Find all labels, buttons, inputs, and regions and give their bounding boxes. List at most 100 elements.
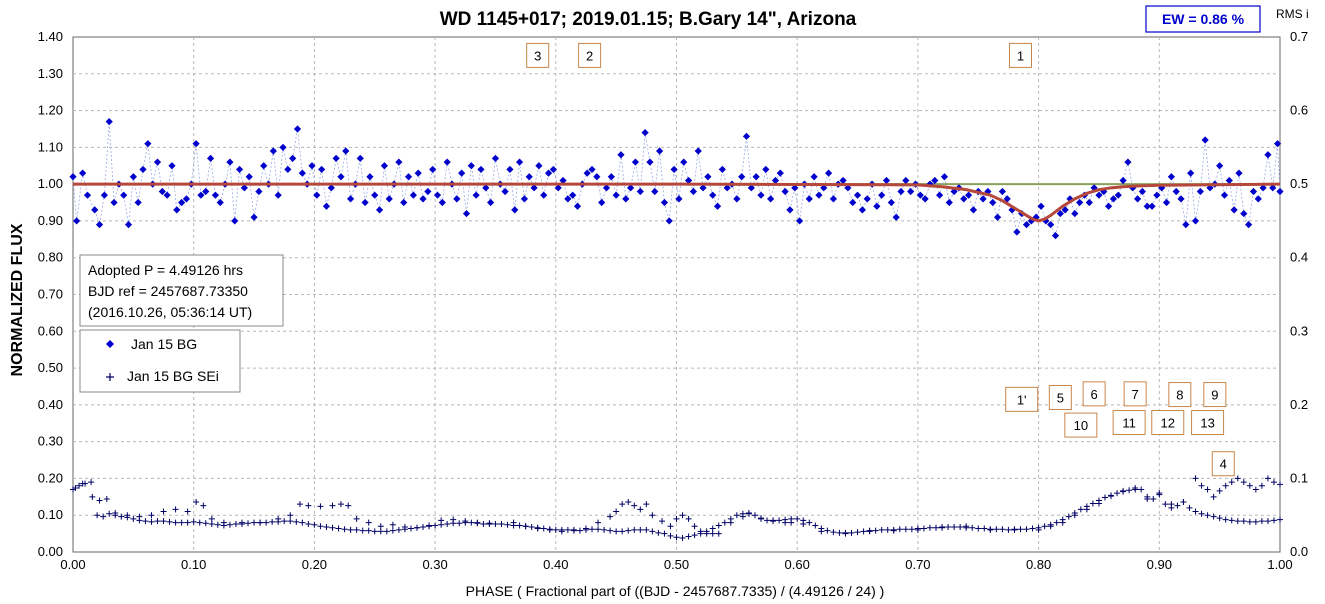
sei-point [296, 501, 303, 508]
sei-point [764, 517, 771, 524]
flux-point [322, 202, 331, 210]
flux-point [342, 147, 350, 155]
sei-point [1204, 486, 1211, 493]
flux-point [882, 176, 891, 185]
sei-point [1210, 493, 1217, 500]
sei-point [257, 519, 264, 526]
legend-plus-icon [106, 373, 114, 381]
y-tick-label: 0.20 [38, 470, 63, 485]
sei-point [1216, 515, 1223, 522]
flux-point [781, 187, 789, 196]
sei-point [1186, 504, 1193, 511]
sei-point [1035, 526, 1042, 533]
flux-point [824, 169, 833, 177]
sei-point [1029, 525, 1036, 532]
flux-point [487, 198, 495, 207]
sei-point [1258, 518, 1265, 525]
flux-point [395, 158, 403, 166]
flux-point [631, 158, 640, 166]
flux-point [1254, 195, 1262, 203]
sei-point [824, 527, 831, 534]
sei-point [576, 527, 583, 534]
flux-point [1124, 158, 1132, 166]
sei-point [679, 535, 686, 542]
flux-point [424, 187, 432, 196]
flux-point [274, 191, 282, 199]
sei-point [993, 526, 1000, 533]
flux-point [1259, 184, 1267, 192]
info-ut: (2016.10.26, 05:36:14 UT) [88, 304, 252, 320]
flux-point [815, 191, 823, 199]
flux-point [1249, 187, 1258, 196]
info-period: Adopted P = 4.49126 hrs [88, 262, 243, 278]
sei-point [345, 502, 352, 509]
sei-point [1071, 512, 1078, 519]
sei-point [1156, 490, 1163, 497]
marker-9: 9 [1203, 382, 1227, 408]
flux-point [153, 158, 162, 166]
flux-point [747, 184, 755, 192]
sei-point [1246, 518, 1253, 525]
marker-1p: 1' [1005, 386, 1039, 412]
sei-point [383, 528, 390, 535]
flux-point [646, 158, 654, 166]
sei-point [975, 525, 982, 532]
flux-point [366, 173, 374, 181]
sei-point [305, 502, 312, 509]
flux-point [202, 187, 210, 196]
sei-point [112, 510, 119, 517]
sei-point [1240, 518, 1247, 525]
x-tick-label: 0.30 [422, 557, 447, 572]
flux-point [998, 187, 1006, 196]
sei-point [1059, 519, 1066, 526]
sei-point [963, 523, 970, 530]
sei-point [1216, 487, 1223, 494]
sei-point [353, 515, 360, 522]
sei-point [1264, 475, 1271, 482]
sei-point [106, 510, 113, 517]
marker-8: 8 [1168, 382, 1192, 408]
sei-point [981, 525, 988, 532]
sei-point [474, 519, 481, 526]
sei-point [1192, 508, 1199, 515]
sei-point [908, 526, 915, 533]
sei-point [395, 526, 402, 533]
flux-point [409, 191, 417, 199]
sei-point [1150, 496, 1157, 503]
flux-point [216, 198, 224, 207]
flux-point [665, 217, 673, 225]
flux-point [337, 173, 345, 181]
flux-point [515, 158, 524, 166]
flux-point [356, 154, 364, 162]
marker-3: 3 [526, 42, 550, 68]
sei-point [323, 523, 330, 530]
sei-point [1095, 500, 1102, 507]
sei-point [281, 518, 288, 525]
flux-point [235, 165, 244, 174]
sei-point [94, 512, 101, 519]
sei-point [299, 519, 306, 526]
sei-point [589, 526, 596, 533]
sei-point [607, 527, 614, 534]
sei-point [1234, 475, 1241, 482]
flux-point [192, 140, 200, 148]
flux-point [1264, 151, 1272, 159]
sei-point [317, 503, 324, 510]
flux-point [940, 173, 949, 181]
y2-axis-label: RMS i [1276, 7, 1309, 21]
flux-point [144, 140, 152, 148]
flux-point [255, 187, 263, 196]
sei-point [1162, 501, 1169, 508]
flux-point [298, 169, 306, 177]
y-tick-labels: 0.00 0.10 0.20 0.30 0.40 0.50 0.60 0.70 0.80 0.90… [38, 29, 63, 559]
sei-point [661, 530, 668, 537]
sei-point [1240, 479, 1247, 486]
flux-point [969, 206, 978, 214]
flux-point [511, 206, 519, 214]
flux-point [588, 165, 596, 174]
sei-point [607, 513, 614, 520]
sei-point [1192, 475, 1199, 482]
flux-point [197, 191, 205, 199]
sei-point [631, 502, 638, 509]
